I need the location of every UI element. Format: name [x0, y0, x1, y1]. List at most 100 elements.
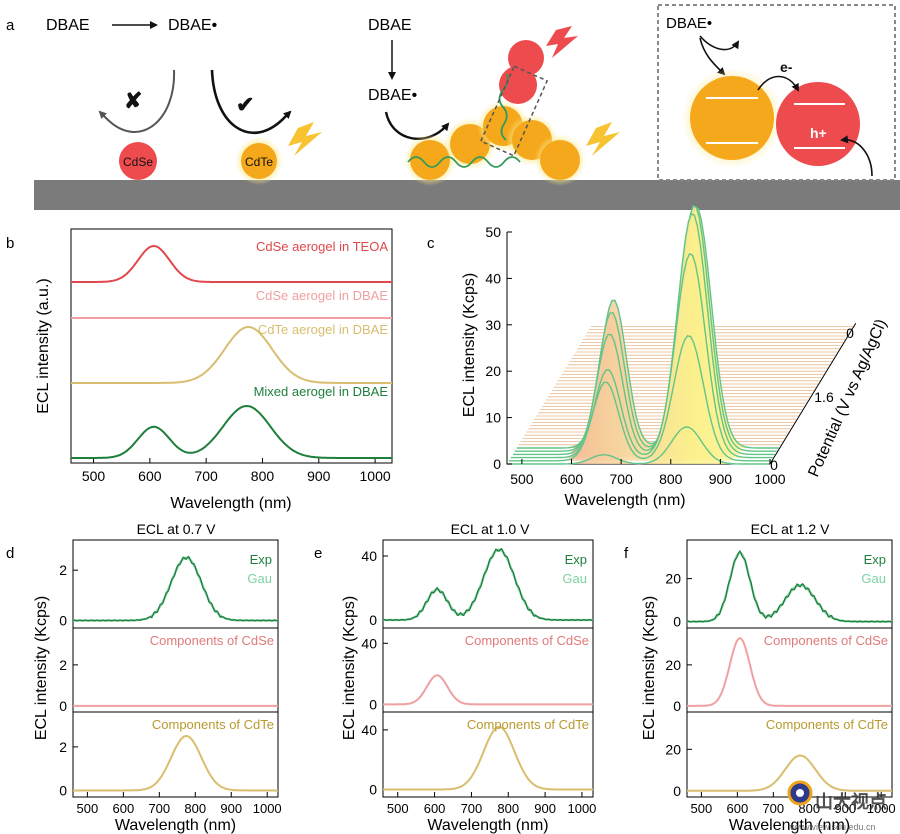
y-tick-label: 0	[673, 614, 681, 630]
x-tick-label: 500	[387, 801, 409, 816]
legend-gau: Gau	[861, 571, 886, 586]
x-tick-label: 800	[497, 801, 519, 816]
cdte-particle-large	[690, 76, 774, 160]
component-label: Components of CdSe	[465, 633, 589, 648]
subplot-frame	[382, 711, 594, 798]
lightning-icon	[546, 26, 578, 58]
y-tick-label: 0	[369, 782, 377, 798]
series-label: Mixed aerogel in DBAE	[254, 384, 389, 399]
x-tick-label: 1000	[253, 801, 282, 816]
panel-b-x-axis: 500 600 700 800 900 1000	[82, 458, 391, 484]
c-trace-fill	[512, 213, 776, 455]
x-tick-label: 1000	[567, 801, 596, 816]
x-tick-label: 600	[138, 468, 162, 484]
component-line	[383, 674, 593, 706]
electron-transfer-arrow	[757, 75, 799, 92]
cdte-particle-label: CdTe	[245, 155, 273, 169]
component-line	[383, 725, 593, 791]
y-tick-label: 20	[665, 741, 681, 757]
network-particle-cdte	[540, 140, 580, 180]
dbae-label: DBAE	[46, 17, 90, 34]
gau-fit-line	[687, 551, 892, 623]
mid-curved-arrow	[384, 111, 450, 140]
series-line	[71, 404, 392, 459]
y-tick-label: 0	[59, 612, 67, 628]
x-tick-label: 900	[220, 801, 242, 816]
component-label: Components of CdTe	[152, 717, 274, 732]
series-label: CdSe aerogel in TEOA	[256, 239, 388, 254]
c-x-tick-label: 800	[659, 471, 683, 487]
x-tick-label: 500	[82, 468, 106, 484]
panel-y-label: ECL intensity (Kcps)	[641, 596, 658, 740]
network-particle-cdte	[410, 140, 450, 180]
c-z-tick-label: 1.6	[814, 389, 834, 405]
charge-transfer-wave	[407, 156, 521, 168]
watermark-text: 山大视点	[815, 791, 887, 812]
panel-title: ECL at 1.0 V	[451, 521, 531, 537]
mid-dbae-radical-label: DBAE•	[368, 87, 417, 104]
panel-letter-e: e	[314, 545, 322, 562]
hole-arrow	[840, 135, 873, 177]
panel-c-x-label: Wavelength (nm)	[564, 492, 685, 509]
c-x-tick-label: 700	[609, 471, 633, 487]
c-trace-line	[514, 204, 777, 452]
network-particle-cdse	[508, 40, 544, 76]
series-line	[71, 325, 392, 384]
component-line	[687, 754, 892, 792]
panel-c-y-label: ECL intensity (Kcps)	[461, 273, 478, 417]
y-tick-label: 2	[59, 562, 67, 578]
panel-d: d ECL at 0.7 V ECL intensity (Kcps) Wavelen…	[6, 521, 282, 834]
gau-fit-line	[73, 556, 278, 622]
charge-transfer-wave	[498, 73, 509, 141]
c-trace-line	[512, 212, 775, 456]
aerogel-network	[404, 26, 620, 186]
panel-letter-c: c	[427, 235, 435, 252]
c-x-tick-label: 600	[560, 471, 584, 487]
y-tick-label: 40	[361, 722, 377, 738]
panel-b-series	[71, 244, 392, 459]
exp-line	[72, 555, 279, 622]
legend-gau: Gau	[562, 571, 587, 586]
dbae-radical-label: DBAE•	[168, 17, 217, 34]
panel-b-frame	[70, 228, 393, 464]
y-tick-label: 20	[665, 571, 681, 587]
x-tick-label: 800	[251, 468, 275, 484]
component-label: Components of CdSe	[764, 633, 888, 648]
x-tick-label: 1000	[360, 468, 391, 484]
subplot-frame	[72, 711, 279, 798]
c-z-tick-label: 0	[770, 457, 778, 473]
panel-y-label: ECL intensity (Kcps)	[33, 596, 50, 740]
y-tick-label: 0	[369, 696, 377, 712]
component-line	[73, 734, 278, 792]
panel-x-label: Wavelength (nm)	[427, 817, 548, 834]
y-tick-label: 0	[673, 783, 681, 799]
x-tick-label: 700	[148, 801, 170, 816]
series-label: CdSe aerogel in DBAE	[256, 288, 389, 303]
electron-label: e-	[780, 59, 793, 75]
c-y-tick-label: 10	[485, 410, 501, 426]
panels-d-e-f: d ECL at 0.7 V ECL intensity (Kcps) Wavelen…	[6, 521, 896, 834]
series-line	[71, 244, 392, 283]
panel-b: b 500 600 700 800 900 1000 CdSe aerogel in TE…	[6, 228, 393, 512]
panel-letter-d: d	[6, 545, 14, 562]
panel-b-y-label: ECL intensity (a.u.)	[35, 278, 52, 413]
series-label: CdTe aerogel in DBAE	[258, 322, 388, 337]
legend-exp: Exp	[250, 552, 272, 567]
panel-letter-a: a	[6, 17, 15, 34]
panel-e: e ECL at 1.0 V ECL intensity (Kcps) Wavelen…	[314, 521, 596, 834]
right-dbae-radical-label: DBAE•	[666, 15, 712, 32]
component-label: Components of CdTe	[766, 717, 888, 732]
legend-exp: Exp	[565, 552, 587, 567]
panel-title: ECL at 1.2 V	[751, 521, 831, 537]
y-tick-label: 0	[59, 782, 67, 798]
radical-arrow	[699, 35, 740, 51]
y-tick-label: 0	[673, 698, 681, 714]
cross-mark: ✘	[124, 88, 142, 113]
y-tick-label: 20	[665, 657, 681, 673]
c-trace-fill	[508, 335, 772, 461]
panel-f: f ECL at 1.2 V ECL intensity (Kcps) Wavelen…	[624, 521, 896, 834]
component-label: Components of CdTe	[467, 717, 589, 732]
